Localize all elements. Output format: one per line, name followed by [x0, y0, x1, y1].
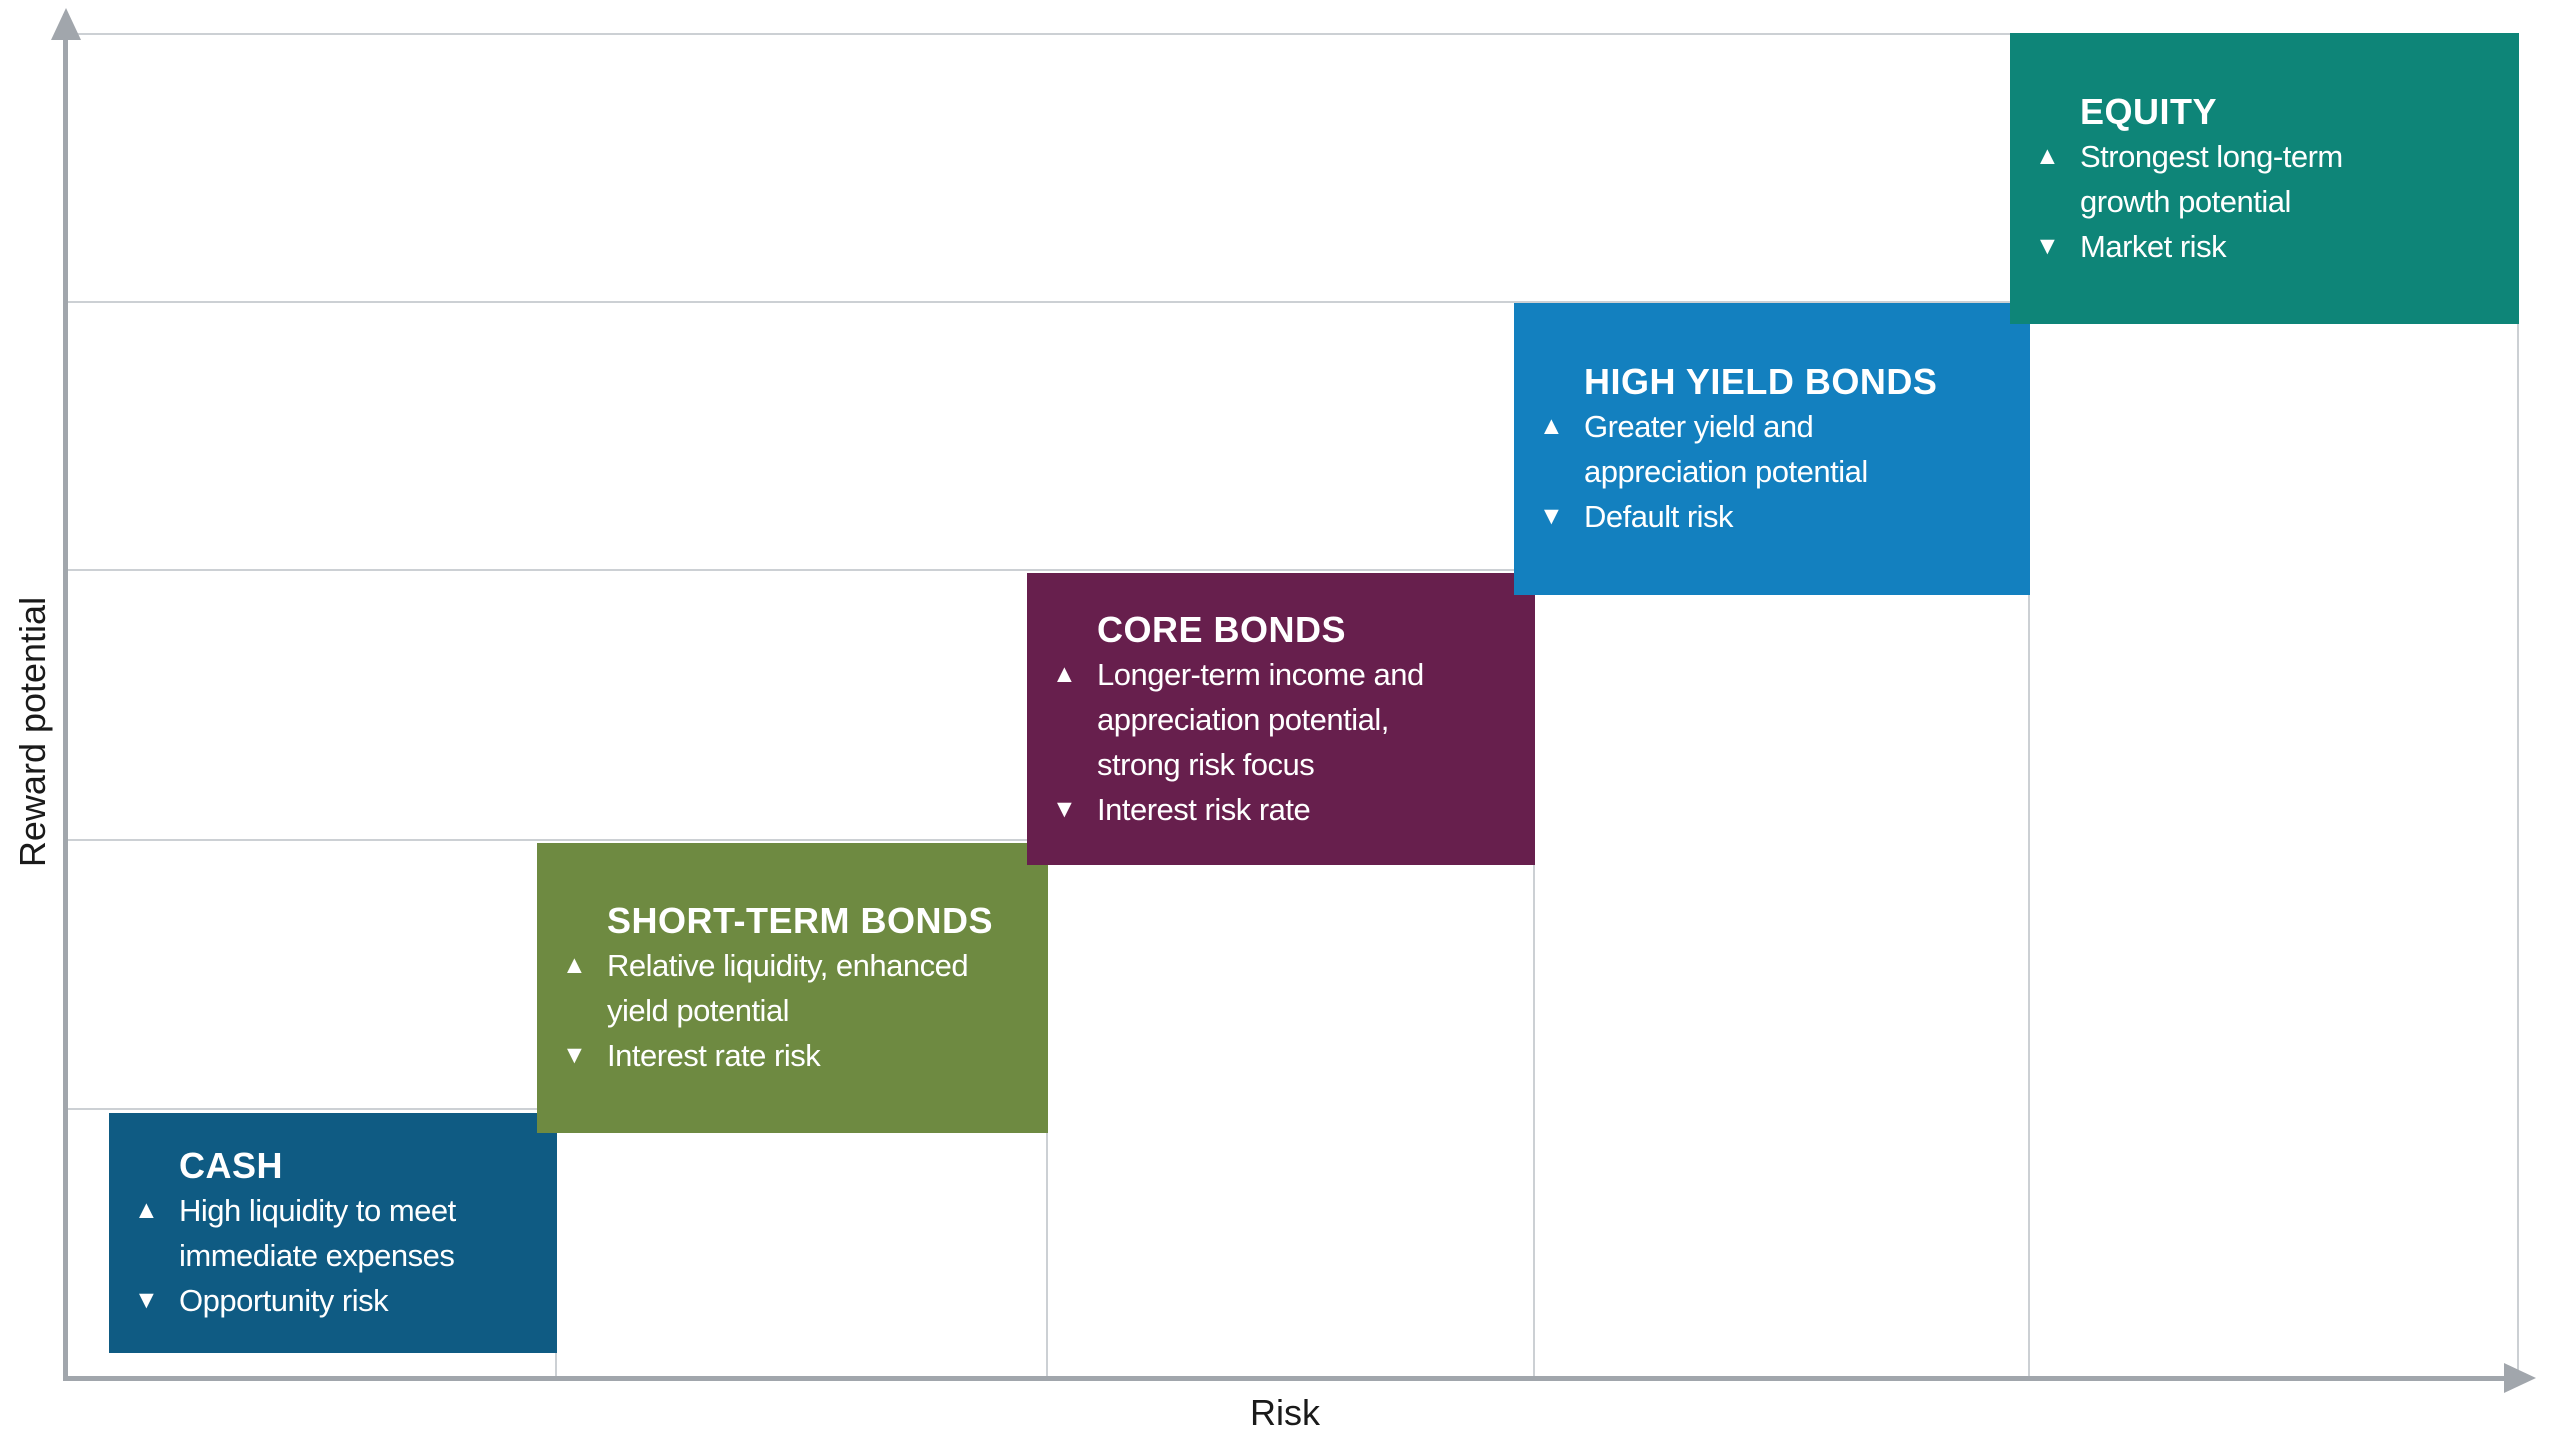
asset-box-title: CASH: [179, 1145, 284, 1186]
x-axis-line: [63, 1376, 2506, 1381]
down-triangle-icon: ▼: [562, 1041, 587, 1069]
x-axis-arrow-icon: [2504, 1363, 2536, 1393]
down-triangle-icon: ▼: [1539, 502, 1564, 530]
gridline-level-5-horizontal: [65, 33, 2519, 35]
asset-box-pro: Longer-term income and appreciation pote…: [1097, 656, 1424, 782]
gridline-level-1-horizontal: [65, 1108, 557, 1110]
asset-box-con: Interest risk rate: [1097, 791, 1311, 827]
asset-box-core-bonds: CORE BONDS ▲ Longer-term income and appr…: [1027, 573, 1535, 865]
y-axis-arrow-icon: [51, 8, 81, 40]
asset-box-equity: EQUITY ▲ Strongest long-term growth pote…: [2010, 33, 2519, 324]
gridline-step-5-vertical: [2517, 33, 2519, 1376]
asset-box-con: Market risk: [2080, 228, 2227, 264]
asset-box-high-yield-bonds: HIGH YIELD BONDS ▲ Greater yield and app…: [1514, 303, 2030, 595]
up-triangle-icon: ▲: [1052, 659, 1077, 688]
up-triangle-icon: ▲: [562, 951, 587, 979]
asset-box-con: Default risk: [1584, 499, 1734, 534]
asset-box-title: EQUITY: [2080, 90, 2218, 132]
gridline-step-4-vertical: [2028, 301, 2030, 1376]
asset-box-short-term-bonds: SHORT-TERM BONDS ▲ Relative liquidity, e…: [537, 843, 1048, 1133]
asset-box-cash: CASH ▲ High liquidity to meet immediate …: [109, 1113, 557, 1353]
down-triangle-icon: ▼: [134, 1286, 159, 1314]
gridline-level-2-horizontal: [65, 839, 1048, 841]
asset-box-con: Opportunity risk: [179, 1283, 389, 1318]
asset-box-title: SHORT-TERM BONDS: [607, 900, 993, 941]
y-axis-label: Reward potential: [12, 596, 53, 868]
x-axis-label: Risk: [1250, 1392, 1320, 1433]
asset-box-con: Interest rate risk: [607, 1038, 821, 1073]
asset-box-pro: Strongest long-term growth potential: [2080, 138, 2343, 219]
asset-box-title: CORE BONDS: [1097, 608, 1347, 650]
gridline-level-4-horizontal: [65, 301, 2030, 303]
up-triangle-icon: ▲: [1539, 412, 1564, 440]
gridline-step-3-vertical: [1533, 569, 1535, 1376]
asset-box-pro: High liquidity to meet immediate expense…: [179, 1193, 456, 1273]
asset-box-pro: Relative liquidity, enhanced yield poten…: [607, 948, 969, 1028]
up-triangle-icon: ▲: [134, 1196, 159, 1224]
y-axis-line: [63, 14, 68, 1381]
down-triangle-icon: ▼: [2035, 231, 2060, 260]
up-triangle-icon: ▲: [2035, 141, 2060, 170]
down-triangle-icon: ▼: [1052, 794, 1077, 823]
gridline-level-3-horizontal: [65, 569, 1535, 571]
asset-box-pro: Greater yield and appreciation potential: [1584, 409, 1868, 489]
asset-box-title: HIGH YIELD BONDS: [1584, 361, 1938, 402]
